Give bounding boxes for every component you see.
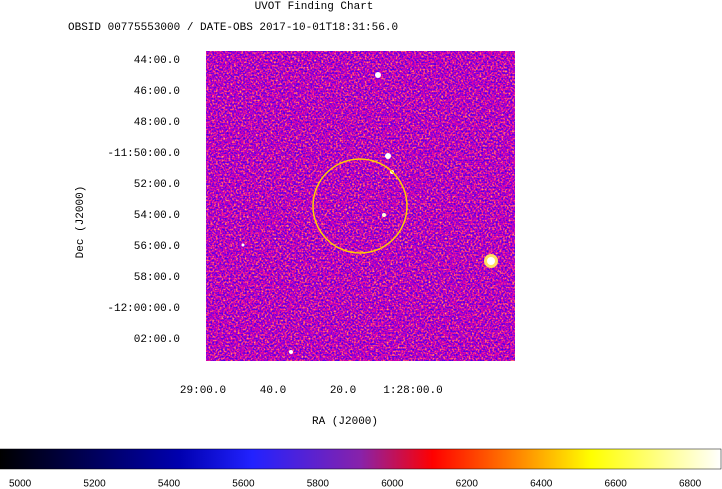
colorbar-tick-label: 6000 [381, 479, 404, 489]
x-axis-label: RA (J2000) [312, 416, 378, 428]
colorbar-tick-label: 5000 [9, 479, 32, 489]
star [382, 213, 386, 217]
y-tick-label: 58:00.0 [134, 272, 180, 284]
chart-subtitle: OBSID 00775553000 / DATE-OBS 2017-10-01T… [68, 22, 398, 34]
y-tick-label: 44:00.0 [134, 55, 180, 67]
star [289, 350, 293, 354]
x-tick-label: 29:00.0 [180, 385, 226, 397]
colorbar-tick-label: 6200 [456, 479, 479, 489]
x-tick-label: 40.0 [260, 385, 286, 397]
colorbar-tick-label: 6600 [605, 479, 628, 489]
sky-image [206, 51, 515, 361]
chart-title: UVOT Finding Chart [255, 1, 374, 13]
y-axis-label: Dec (J2000) [75, 186, 87, 259]
colorbar-tick-label: 6400 [530, 479, 553, 489]
colorbar-tick-label: 5400 [158, 479, 181, 489]
star [375, 72, 381, 78]
y-tick-label: 46:00.0 [134, 86, 180, 98]
star [487, 257, 495, 265]
sources [241, 72, 498, 354]
star [385, 153, 391, 159]
y-tick-label: 02:00.0 [134, 334, 180, 346]
y-tick-label: -11:50:00.0 [107, 148, 180, 160]
colorbar-tick-label: 5200 [83, 479, 106, 489]
y-tick-label: -12:00:00.0 [107, 303, 180, 315]
x-tick-label: 20.0 [330, 385, 356, 397]
colorbar [0, 448, 722, 470]
source-region [312, 158, 408, 254]
colorbar-tick-label: 5600 [232, 479, 255, 489]
x-tick-label: 1:28:00.0 [383, 385, 442, 397]
colorbar-tick-label: 5800 [307, 479, 330, 489]
y-tick-label: 52:00.0 [134, 179, 180, 191]
y-tick-label: 56:00.0 [134, 241, 180, 253]
colorbar-tick-label: 6800 [679, 479, 702, 489]
star [241, 243, 245, 247]
y-tick-label: 54:00.0 [134, 210, 180, 222]
y-tick-label: 48:00.0 [134, 117, 180, 129]
